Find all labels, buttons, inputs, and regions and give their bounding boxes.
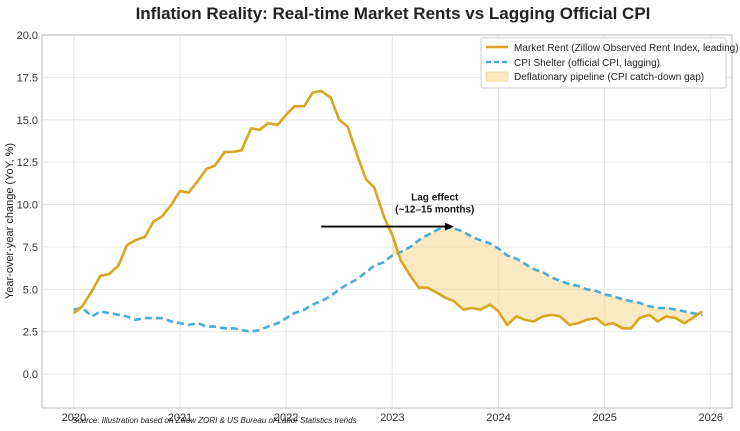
y-tick-label: 0.0	[23, 369, 38, 381]
grid	[42, 34, 732, 408]
y-tick-label: 20.0	[17, 30, 38, 42]
source-note: Source: Illustration based on Zillow ZOR…	[72, 416, 357, 425]
legend-label-cpi-shelter: CPI Shelter (official CPI, lagging)	[514, 58, 660, 69]
legend-box	[480, 37, 727, 89]
fill-layer	[392, 226, 703, 329]
x-tick-label: 2021	[168, 412, 192, 424]
legend-label-pipeline: Deflationary pipeline (CPI catch-down ga…	[514, 72, 704, 83]
cpi-shelter-line	[73, 225, 703, 334]
y-tick-label: 2.5	[23, 327, 38, 339]
y-axis-label: Year-over-year change (YoY, %)	[4, 143, 16, 299]
y-tick-label: 5.0	[23, 284, 38, 296]
x-tick-label: 2022	[274, 412, 298, 424]
x-tick-label: 2026	[699, 412, 723, 424]
legend-label-market-rent: Market Rent (Zillow Observed Rent Index,…	[514, 43, 739, 54]
legend-swatch-pipeline	[485, 71, 509, 82]
y-tick-label: 12.5	[17, 157, 38, 169]
chart-title: Inflation Reality: Real-time Market Rent…	[136, 4, 651, 23]
x-tick-label: 2023	[380, 412, 404, 424]
annotation-line-2: (~12–15 months)	[395, 205, 474, 216]
x-tick-label: 2025	[592, 412, 616, 424]
y-tick-label: 10.0	[17, 200, 38, 212]
x-tick-label: 2024	[486, 412, 510, 424]
deflationary-pipeline-area	[392, 226, 703, 329]
series-layer	[72, 89, 704, 334]
y-tick-label: 7.5	[23, 242, 38, 254]
annotation: Lag effect (~12–15 months)	[321, 193, 474, 231]
tick-layer: 0.0 2.5 5.0 7.5 10.0 12.5 15.0 17.5 20.0 2020 2021…	[17, 30, 723, 424]
legend: Market Rent (Zillow Observed Rent Index,…	[480, 37, 739, 89]
y-tick-label: 17.5	[17, 72, 38, 84]
plot-frame	[41, 34, 733, 409]
market-rent-line	[72, 89, 704, 330]
lag-arrow-head	[444, 222, 454, 231]
annotation-line-1: Lag effect	[411, 193, 459, 204]
y-tick-label: 15.0	[17, 115, 38, 127]
x-tick-label: 2020	[62, 412, 86, 424]
